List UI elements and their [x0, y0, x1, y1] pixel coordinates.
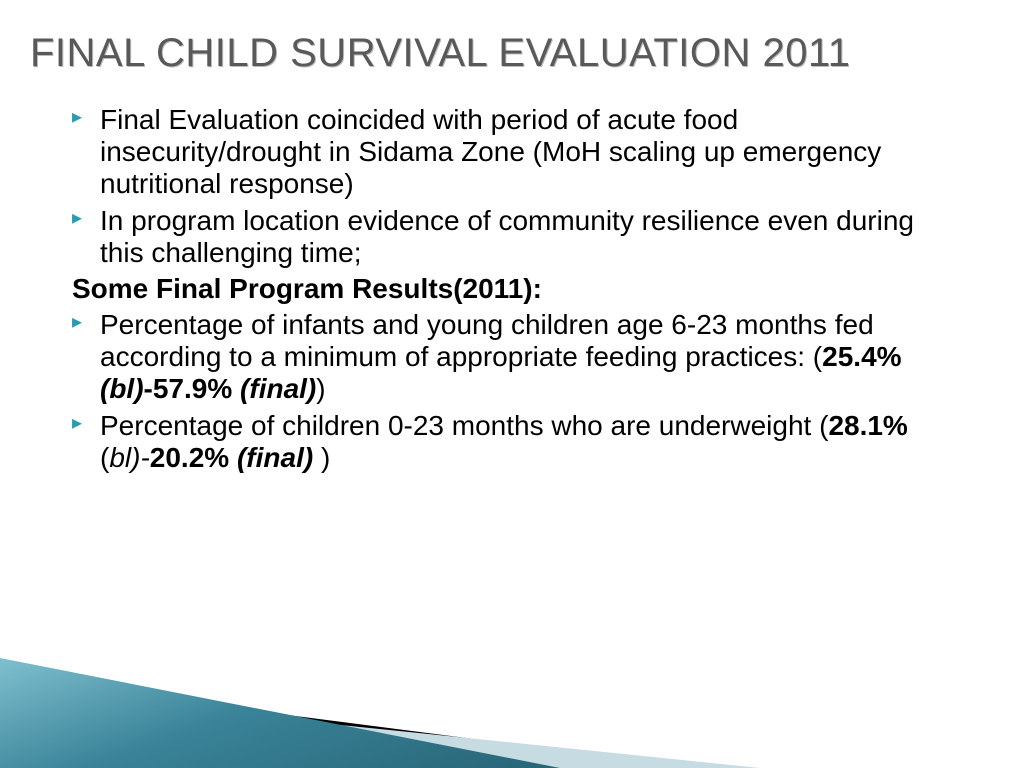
paren-close: ) — [321, 442, 330, 473]
final-value: 57.9% — [153, 373, 232, 404]
final-label: (final) — [229, 442, 321, 473]
final-label: (final) — [232, 373, 316, 404]
bullet-item-result: Percentage of infants and young children… — [72, 309, 954, 406]
slide: FINAL CHILD SURVIVAL EVALUATION 2011 Fin… — [0, 0, 1024, 768]
bullet-item: In program location evidence of communit… — [72, 205, 954, 269]
baseline-label: bl) — [109, 442, 140, 473]
result-lead-text: Percentage of infants and young children… — [100, 309, 874, 372]
dash: - — [140, 442, 149, 473]
slide-body: Final Evaluation coincided with period o… — [30, 104, 974, 474]
result-lead-text: Percentage of children 0-23 months who a… — [100, 410, 828, 441]
baseline-label: (bl) — [100, 373, 144, 404]
paren-open: ( — [100, 442, 109, 473]
dash: - — [144, 373, 153, 404]
results-subheading: Some Final Program Results(2011): — [72, 273, 954, 305]
final-value: 20.2% — [150, 442, 229, 473]
paren-close: ) — [316, 373, 325, 404]
bullet-list: Final Evaluation coincided with period o… — [72, 104, 954, 269]
bullet-item: Final Evaluation coincided with period o… — [72, 104, 954, 201]
baseline-value: 28.1% — [828, 410, 907, 441]
slide-title: FINAL CHILD SURVIVAL EVALUATION 2011 — [30, 30, 974, 76]
bullet-item-result: Percentage of children 0-23 months who a… — [72, 410, 954, 474]
bullet-list: Percentage of infants and young children… — [72, 309, 954, 474]
baseline-value: 25.4% — [822, 341, 901, 372]
